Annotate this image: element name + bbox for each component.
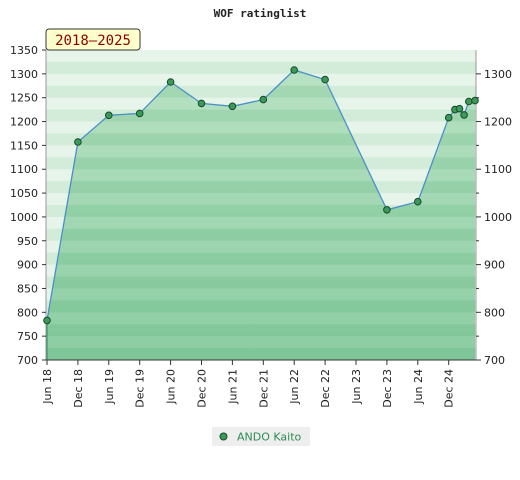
x-tick-label: Dec 23 [381, 369, 394, 408]
data-point [259, 95, 268, 104]
period-badge-text: 2018–2025 [55, 33, 131, 49]
data-point [74, 138, 82, 146]
y-tick-left-label: 1150 [10, 139, 38, 152]
data-point [43, 316, 51, 325]
x-tick-label: Jun 19 [103, 369, 116, 405]
area-fill [47, 70, 475, 360]
y-tick-left-label: 800 [17, 306, 38, 319]
data-point [455, 104, 464, 113]
data-point [414, 197, 422, 206]
y-tick-left-label: 900 [17, 259, 38, 272]
data-markers [43, 66, 479, 325]
x-axis: Jun 18 Dec 18 Jun 19 Dec 19 Jun 20 Dec 20 Jun … [41, 359, 476, 408]
x-tick-label: Dec 19 [134, 369, 147, 408]
y-tick-right-label: 1000 [484, 211, 512, 224]
y-tick-left-label: 700 [17, 354, 38, 367]
y-tick-left-label: 750 [17, 330, 38, 343]
y-tick-left-label: 1100 [10, 163, 38, 176]
y-tick-left-label: 1200 [10, 116, 38, 129]
x-tick-label: Jun 22 [288, 369, 301, 405]
y-axis-left: 700 750 800 850 900 950 1000 1050 1100 1150 1200 12… [10, 44, 46, 367]
y-axis-right: 700 800 900 1000 1100 1200 1300 [476, 68, 512, 367]
x-tick-label: Dec 22 [319, 369, 332, 408]
x-tick-label: Jun 23 [350, 369, 363, 405]
x-tick-label: Jun 21 [226, 369, 239, 405]
y-tick-left-label: 1250 [10, 92, 38, 105]
x-tick-label: Dec 18 [72, 369, 85, 408]
y-tick-right-label: 700 [484, 354, 505, 367]
y-tick-left-label: 1300 [10, 68, 38, 81]
y-tick-right-label: 900 [484, 259, 505, 272]
x-tick-label: Dec 24 [443, 369, 456, 408]
y-tick-left-label: 1050 [10, 187, 38, 200]
legend-marker [219, 432, 228, 441]
data-point [290, 66, 299, 74]
data-point [135, 109, 144, 118]
period-badge: 2018–2025 [45, 28, 141, 51]
y-tick-left-label: 850 [17, 282, 38, 295]
data-point [444, 113, 453, 122]
y-tick-left-label: 950 [17, 235, 38, 248]
x-tick-label: Jun 18 [41, 369, 54, 405]
y-tick-right-label: 1100 [484, 163, 512, 176]
y-tick-right-label: 800 [484, 306, 505, 319]
y-tick-left-label: 1350 [10, 44, 38, 57]
x-tick-label: Jun 24 [412, 369, 425, 405]
data-point [105, 111, 113, 120]
x-tick-label: Dec 21 [257, 369, 270, 408]
data-point [228, 102, 237, 111]
data-point [197, 99, 206, 108]
data-point [321, 75, 329, 84]
y-tick-right-label: 1300 [484, 68, 512, 81]
y-tick-left-label: 1000 [10, 211, 38, 224]
data-point [460, 111, 468, 119]
data-point [471, 96, 479, 105]
data-point [383, 206, 391, 214]
y-tick-right-label: 1200 [484, 116, 512, 129]
legend-label: ANDO Kaito [237, 431, 302, 444]
legend: ANDO Kaito [212, 427, 310, 446]
data-point [465, 97, 473, 106]
x-tick-label: Jun 20 [165, 369, 178, 405]
chart-title: WOF ratinglist [214, 7, 307, 20]
data-point [166, 78, 175, 86]
x-tick-label: Dec 20 [196, 369, 209, 408]
